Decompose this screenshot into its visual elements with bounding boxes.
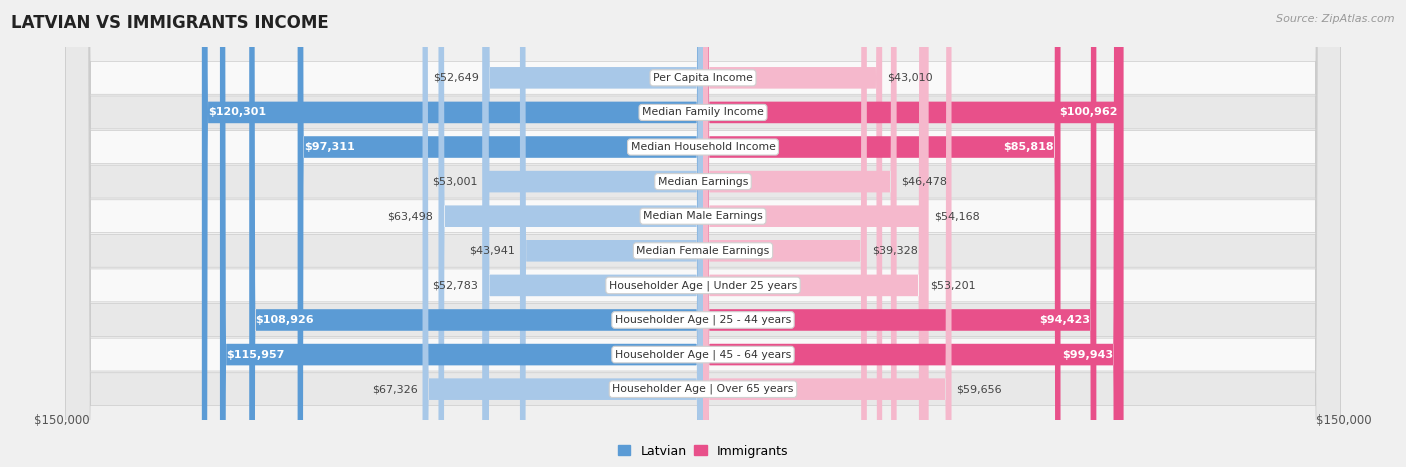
FancyBboxPatch shape: [703, 0, 1119, 467]
FancyBboxPatch shape: [703, 0, 1097, 467]
Text: $53,001: $53,001: [432, 177, 477, 187]
Text: $108,926: $108,926: [256, 315, 314, 325]
FancyBboxPatch shape: [219, 0, 703, 467]
Text: Per Capita Income: Per Capita Income: [652, 73, 754, 83]
Text: $46,478: $46,478: [901, 177, 948, 187]
Text: $52,649: $52,649: [433, 73, 478, 83]
Text: $52,783: $52,783: [432, 280, 478, 290]
FancyBboxPatch shape: [66, 0, 1340, 467]
Text: $150,000: $150,000: [34, 414, 90, 427]
FancyBboxPatch shape: [439, 0, 703, 467]
Text: Householder Age | 45 - 64 years: Householder Age | 45 - 64 years: [614, 349, 792, 360]
Text: Householder Age | Over 65 years: Householder Age | Over 65 years: [612, 384, 794, 395]
Text: Householder Age | Under 25 years: Householder Age | Under 25 years: [609, 280, 797, 290]
Text: $43,010: $43,010: [887, 73, 932, 83]
Text: $63,498: $63,498: [388, 211, 433, 221]
FancyBboxPatch shape: [703, 0, 928, 467]
FancyBboxPatch shape: [484, 0, 703, 467]
FancyBboxPatch shape: [66, 0, 1340, 467]
Text: $39,328: $39,328: [872, 246, 918, 256]
Text: $43,941: $43,941: [470, 246, 515, 256]
FancyBboxPatch shape: [298, 0, 703, 467]
FancyBboxPatch shape: [703, 0, 952, 467]
FancyBboxPatch shape: [423, 0, 703, 467]
FancyBboxPatch shape: [202, 0, 703, 467]
FancyBboxPatch shape: [66, 0, 1340, 467]
Text: $67,326: $67,326: [371, 384, 418, 394]
FancyBboxPatch shape: [520, 0, 703, 467]
Text: $94,423: $94,423: [1039, 315, 1090, 325]
Text: Median Family Income: Median Family Income: [643, 107, 763, 117]
FancyBboxPatch shape: [482, 0, 703, 467]
FancyBboxPatch shape: [66, 0, 1340, 467]
Text: $59,656: $59,656: [956, 384, 1002, 394]
FancyBboxPatch shape: [66, 0, 1340, 467]
FancyBboxPatch shape: [66, 0, 1340, 467]
Text: $99,943: $99,943: [1062, 350, 1114, 360]
Text: $97,311: $97,311: [304, 142, 354, 152]
Text: $54,168: $54,168: [934, 211, 980, 221]
Text: Householder Age | 25 - 44 years: Householder Age | 25 - 44 years: [614, 315, 792, 325]
Text: $100,962: $100,962: [1059, 107, 1118, 117]
FancyBboxPatch shape: [703, 0, 1060, 467]
FancyBboxPatch shape: [703, 0, 868, 467]
Text: Median Female Earnings: Median Female Earnings: [637, 246, 769, 256]
FancyBboxPatch shape: [484, 0, 703, 467]
Text: $53,201: $53,201: [929, 280, 976, 290]
FancyBboxPatch shape: [703, 0, 897, 467]
FancyBboxPatch shape: [66, 0, 1340, 467]
FancyBboxPatch shape: [703, 0, 1123, 467]
FancyBboxPatch shape: [66, 0, 1340, 467]
Text: Median Earnings: Median Earnings: [658, 177, 748, 187]
Text: $115,957: $115,957: [226, 350, 284, 360]
FancyBboxPatch shape: [703, 0, 925, 467]
FancyBboxPatch shape: [66, 0, 1340, 467]
Legend: Latvian, Immigrants: Latvian, Immigrants: [613, 439, 793, 463]
Text: Median Household Income: Median Household Income: [630, 142, 776, 152]
FancyBboxPatch shape: [703, 0, 882, 467]
Text: $120,301: $120,301: [208, 107, 266, 117]
Text: Source: ZipAtlas.com: Source: ZipAtlas.com: [1277, 14, 1395, 24]
FancyBboxPatch shape: [66, 0, 1340, 467]
Text: $150,000: $150,000: [1316, 414, 1372, 427]
Text: $85,818: $85,818: [1004, 142, 1054, 152]
FancyBboxPatch shape: [249, 0, 703, 467]
Text: LATVIAN VS IMMIGRANTS INCOME: LATVIAN VS IMMIGRANTS INCOME: [11, 14, 329, 32]
Text: Median Male Earnings: Median Male Earnings: [643, 211, 763, 221]
